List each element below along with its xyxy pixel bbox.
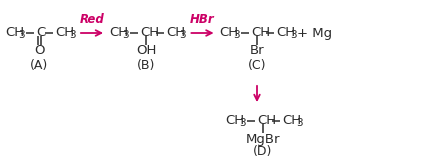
Text: 3: 3 [19,30,25,40]
Text: CH: CH [166,27,185,39]
Text: (D): (D) [253,146,272,158]
Text: CH: CH [56,27,75,39]
Text: (B): (B) [137,59,155,72]
Text: Red: Red [79,13,104,26]
Text: CH: CH [109,27,128,39]
Text: CH: CH [225,114,244,127]
Text: HBr: HBr [190,13,214,26]
Text: 3: 3 [238,119,245,128]
Text: 3: 3 [295,119,302,128]
Text: O: O [34,44,45,57]
Text: MgBr: MgBr [245,133,279,146]
Text: CH: CH [282,114,301,127]
Text: 3: 3 [122,30,129,40]
Text: CH: CH [140,27,159,39]
Text: 3: 3 [179,30,186,40]
Text: (C): (C) [247,59,266,72]
Text: CH: CH [219,27,238,39]
Text: CH: CH [5,27,24,39]
Text: Br: Br [249,44,264,58]
Text: (A): (A) [30,59,49,72]
Text: C: C [36,27,46,39]
Text: 3: 3 [289,30,296,40]
Text: CH: CH [250,27,270,39]
Text: + Mg: + Mg [296,27,332,39]
Text: 3: 3 [233,30,239,40]
Text: CH: CH [256,114,276,127]
Text: CH: CH [276,27,295,39]
Text: 3: 3 [69,30,76,40]
Text: OH: OH [136,44,156,58]
